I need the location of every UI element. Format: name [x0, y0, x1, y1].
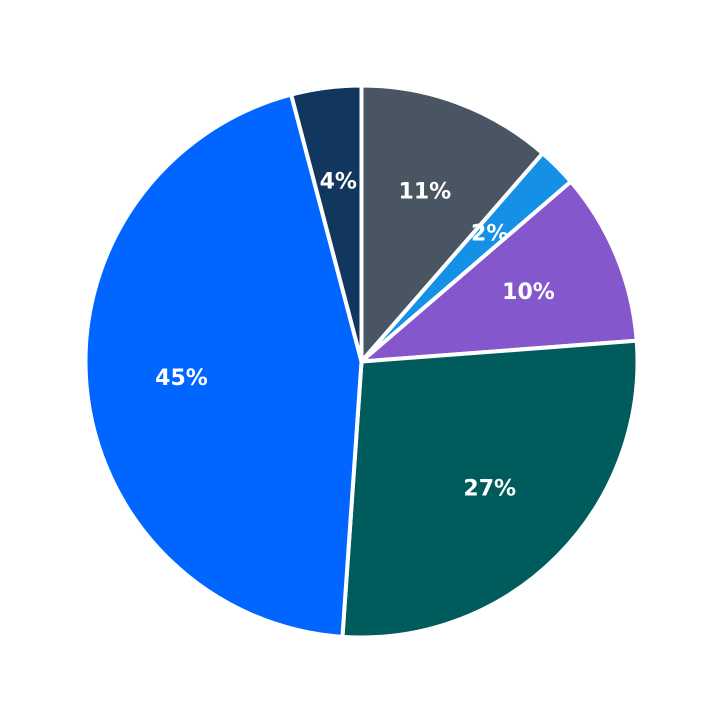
slice-label-4: 45%	[155, 366, 208, 391]
pie-slice-0	[359, 83, 545, 364]
slice-label-5: 4%	[320, 170, 357, 195]
slices-layer	[83, 83, 640, 640]
slice-label-3: 27%	[463, 476, 516, 501]
slice-label-0: 11%	[399, 180, 452, 205]
slice-label-1: 2%	[471, 222, 508, 247]
pie-slice-4	[83, 92, 364, 639]
pie-slice-5	[289, 83, 364, 364]
pie-slice-3	[340, 338, 640, 640]
slice-label-2: 10%	[502, 280, 555, 305]
pie-slice-2	[359, 179, 639, 364]
labels-layer: 11% 2% 10% 27% 45% 4%	[155, 170, 555, 502]
